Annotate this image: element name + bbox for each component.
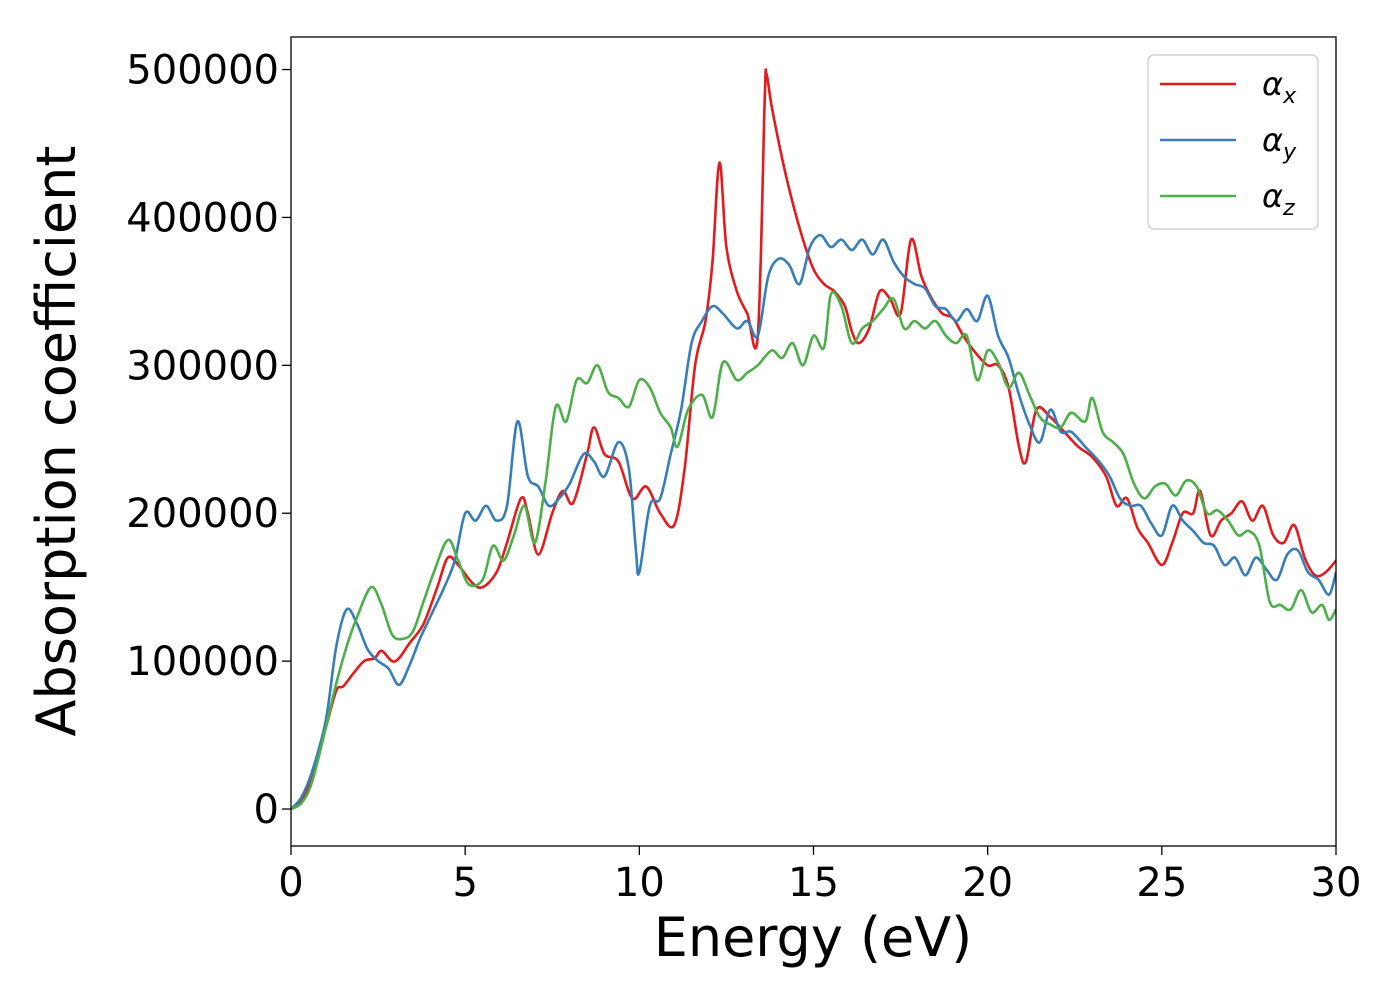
series-layer xyxy=(291,68,1336,811)
y-tick-label: 500000 xyxy=(126,48,279,94)
series-line-alpha-z xyxy=(291,290,1336,811)
x-tick-label: 0 xyxy=(278,860,303,906)
x-tick-label: 15 xyxy=(788,860,839,906)
x-tick-label: 10 xyxy=(614,860,665,906)
x-tick-label: 25 xyxy=(1136,860,1187,906)
series-line-alpha-x xyxy=(291,68,1336,811)
legend-box xyxy=(1147,54,1319,230)
y-tick-label: 300000 xyxy=(126,343,279,389)
y-axis-title: Absorption coefficient xyxy=(25,146,88,737)
y-tick-label: 0 xyxy=(254,787,279,833)
y-tick-label: 200000 xyxy=(126,491,279,537)
x-tick-label: 30 xyxy=(1311,860,1362,906)
x-tick-label: 5 xyxy=(452,860,477,906)
x-tick-label: 20 xyxy=(962,860,1013,906)
y-tick-label: 100000 xyxy=(126,639,279,685)
x-axis-ticks: 0 5 10 15 20 25 30 xyxy=(278,846,1361,906)
series-line-alpha-y xyxy=(291,233,1336,811)
x-axis-title: Energy (eV) xyxy=(654,906,973,969)
y-tick-label: 400000 xyxy=(126,195,279,241)
y-axis-ticks: 0 100000 200000 300000 400000 500000 xyxy=(126,48,291,833)
